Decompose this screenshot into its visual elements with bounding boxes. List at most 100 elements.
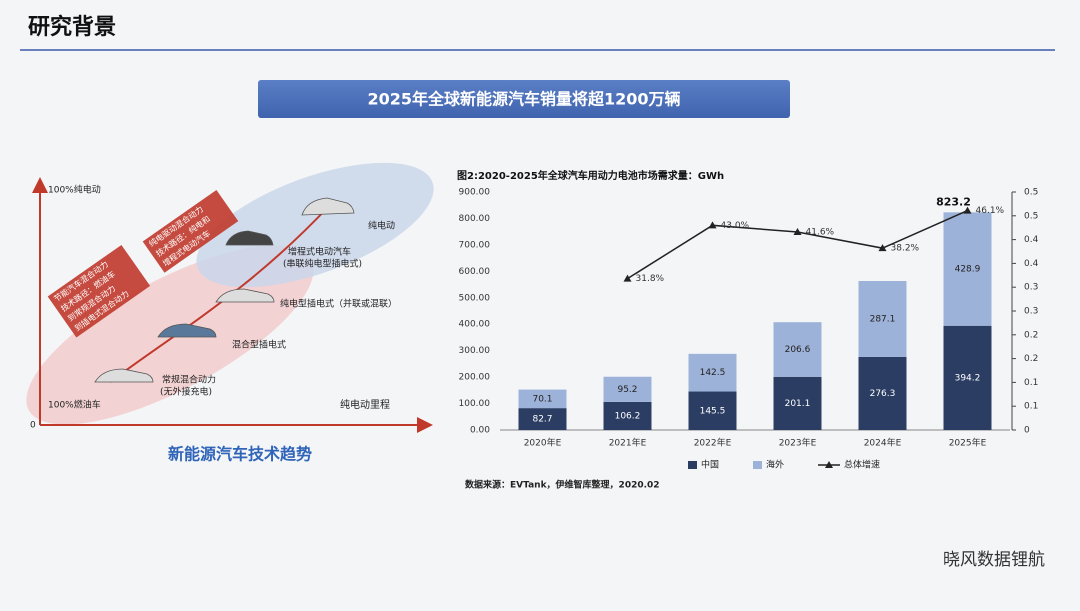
data-label: 201.1 (785, 399, 811, 409)
legend-label: 中国 (701, 459, 719, 471)
y-tick-label: 100.00 (459, 399, 491, 409)
car (225, 230, 274, 246)
ellipse-upper (196, 162, 434, 288)
data-label: 142.5 (700, 368, 726, 378)
bar-segment (518, 408, 567, 430)
stage-label: (无外接充电) (160, 386, 212, 398)
x-tick-label: 2024年E (864, 437, 902, 449)
y-tick-label: 300.00 (459, 346, 491, 356)
cars (94, 197, 355, 383)
y2-tick-label: 0.3 (1024, 307, 1038, 317)
x-axis-label: 纯电动里程 (340, 398, 390, 411)
car (94, 368, 154, 383)
bar-segment (858, 281, 907, 357)
legend-swatch (688, 461, 697, 469)
y-tick-label: 400.00 (459, 320, 491, 330)
y-top-label: 100%纯电动 (48, 184, 101, 196)
x-tick-label: 2021年E (609, 437, 647, 449)
banner (258, 80, 790, 118)
data-label: 276.3 (870, 389, 896, 399)
y2-tick-label: 0.4 (1024, 235, 1039, 245)
diagram: 100%纯电动 100%燃油车 0 纯电动里程 纯电驱动混合动力 技术路径：纯电… (26, 162, 434, 464)
y-tick-label: 500.00 (459, 293, 491, 303)
chart: 图2:2020-2025年全球汽车用动力电池市场需求量：GWh 数据来源：EVT… (457, 169, 1039, 491)
stage-label: 混合型插电式 (232, 339, 286, 351)
car (215, 288, 275, 303)
chart-source: 数据来源：EVTank，伊维智库整理，2020.02 (465, 479, 660, 491)
y2-tick-label: 0.1 (1024, 378, 1038, 388)
bar-segment (518, 389, 567, 409)
y-bottom-label: 100%燃油车 (48, 399, 101, 411)
y2-tick-label: 0.2 (1024, 330, 1038, 340)
data-label: 95.2 (617, 385, 637, 395)
arrow-upper (142, 189, 239, 273)
stage-label: 增程式电动汽车 (288, 246, 351, 258)
stage-label: 常规混合动力 (162, 374, 216, 386)
y2-tick-label: 0.1 (1024, 402, 1038, 412)
line-label: 46.1% (976, 206, 1005, 216)
bar-segment (688, 353, 737, 392)
data-label: 145.5 (700, 406, 726, 416)
legend-swatch (753, 461, 762, 469)
y-tick-label: 600.00 (459, 267, 491, 277)
line-label: 38.2% (891, 244, 920, 254)
legend-swatch (825, 461, 833, 468)
y2-tick-label: 0.2 (1024, 354, 1038, 364)
diagram-caption: 新能源汽车技术趋势 (168, 445, 312, 464)
stage-label: (串联纯电型插电式) (283, 258, 362, 270)
y-tick-label: 700.00 (459, 240, 491, 250)
data-label: 206.6 (785, 345, 811, 355)
data-label: 70.1 (532, 394, 552, 404)
y2-tick-label: 0.4 (1024, 259, 1039, 269)
y-tick-label: 0.00 (470, 426, 490, 436)
stage-label: 纯电型插电式（并联或混联） (280, 298, 397, 310)
line-marker (878, 244, 887, 252)
x-tick-label: 2020年E (524, 437, 562, 449)
x-tick-label: 2025年E (949, 437, 987, 449)
data-label: 287.1 (870, 314, 896, 324)
y2-tick-label: 0 (1024, 426, 1030, 436)
bar-segment (943, 325, 992, 430)
line-marker (963, 206, 972, 214)
line-label: 43.0% (721, 221, 750, 231)
line-marker (623, 274, 632, 282)
trend-curve (109, 204, 331, 383)
y2-tick-label: 0.3 (1024, 283, 1038, 293)
stage-label: 纯电动 (368, 220, 395, 232)
data-label: 428.9 (955, 265, 981, 275)
y-tick-label: 900.00 (459, 188, 491, 198)
arrow-lower (47, 244, 151, 338)
line-marker (708, 221, 717, 229)
y2-tick-label: 0.5 (1024, 211, 1038, 221)
line-label: 31.8% (636, 274, 665, 284)
header-title: 研究背景 (28, 14, 116, 40)
car (301, 197, 355, 216)
chart-title: 图2:2020-2025年全球汽车用动力电池市场需求量：GWh (457, 169, 724, 182)
x-tick-label: 2023年E (779, 437, 817, 449)
watermark: 晓风数据锂航 (943, 550, 1045, 570)
data-label: 106.2 (615, 411, 641, 421)
data-label: 82.7 (532, 415, 552, 425)
origin-label: 0 (30, 421, 36, 431)
total-label: 823.2 (936, 195, 971, 208)
line-label: 41.6% (806, 227, 835, 237)
x-tick-label: 2022年E (694, 437, 732, 449)
legend-label: 总体增速 (844, 459, 880, 471)
data-label: 394.2 (955, 373, 981, 383)
line-marker (793, 227, 802, 235)
bar-segment (943, 212, 992, 326)
bar-segment (603, 376, 652, 402)
bar-segment (773, 376, 822, 430)
y-tick-label: 800.00 (459, 214, 491, 224)
car (157, 323, 217, 338)
bar-segment (603, 401, 652, 430)
legend-label: 海外 (766, 459, 784, 471)
bar-segment (773, 322, 822, 377)
y2-tick-label: 0.5 (1024, 188, 1038, 198)
bar-segment (858, 356, 907, 430)
banner-title: 2025年全球新能源汽车销量将超1200万辆 (367, 90, 680, 109)
y-tick-label: 200.00 (459, 373, 491, 383)
bar-segment (688, 391, 737, 430)
